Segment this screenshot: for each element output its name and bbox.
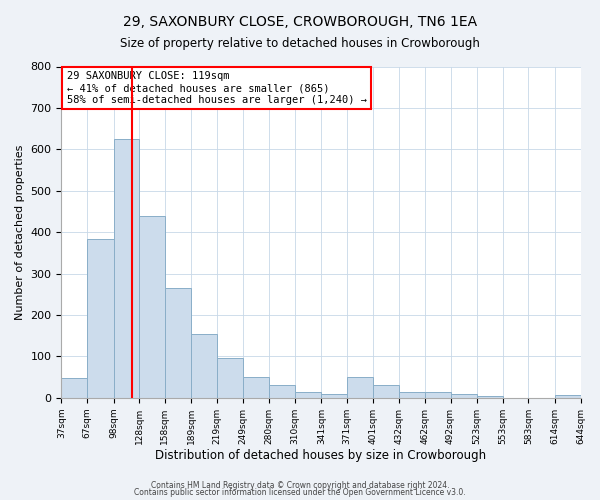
Bar [191, 334, 217, 398]
Bar [425, 392, 451, 398]
Bar [322, 394, 347, 398]
Bar [165, 288, 191, 398]
X-axis label: Distribution of detached houses by size in Crowborough: Distribution of detached houses by size … [155, 450, 487, 462]
Bar [87, 239, 113, 398]
Text: 29 SAXONBURY CLOSE: 119sqm
← 41% of detached houses are smaller (865)
58% of sem: 29 SAXONBURY CLOSE: 119sqm ← 41% of deta… [67, 72, 367, 104]
Bar [373, 386, 399, 398]
Bar [451, 394, 477, 398]
Y-axis label: Number of detached properties: Number of detached properties [15, 144, 25, 320]
Bar [217, 358, 243, 398]
Bar [399, 392, 425, 398]
Bar [139, 216, 165, 398]
Bar [347, 377, 373, 398]
Text: 29, SAXONBURY CLOSE, CROWBOROUGH, TN6 1EA: 29, SAXONBURY CLOSE, CROWBOROUGH, TN6 1E… [123, 15, 477, 29]
Text: Contains HM Land Registry data © Crown copyright and database right 2024.: Contains HM Land Registry data © Crown c… [151, 480, 449, 490]
Text: Contains public sector information licensed under the Open Government Licence v3: Contains public sector information licen… [134, 488, 466, 497]
Bar [61, 378, 87, 398]
Text: Size of property relative to detached houses in Crowborough: Size of property relative to detached ho… [120, 38, 480, 51]
Bar [269, 386, 295, 398]
Bar [113, 139, 139, 398]
Bar [477, 396, 503, 398]
Bar [243, 377, 269, 398]
Bar [555, 394, 581, 398]
Bar [295, 392, 322, 398]
